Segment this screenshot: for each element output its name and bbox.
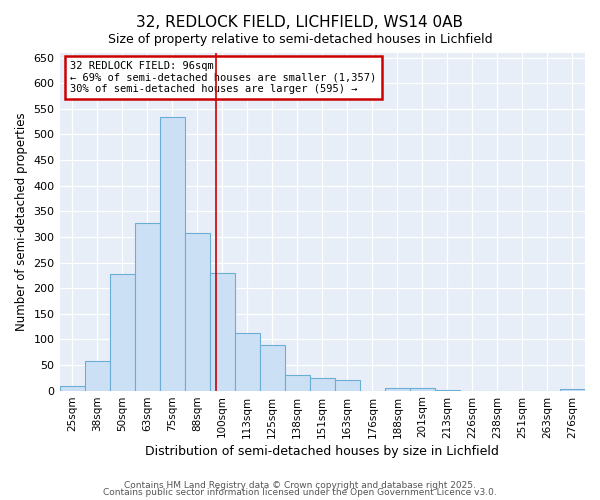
Bar [285,375,310,390]
Text: Size of property relative to semi-detached houses in Lichfield: Size of property relative to semi-detach… [107,32,493,46]
Bar [134,222,160,390]
Bar [560,389,585,390]
Bar [185,233,209,390]
Text: 32, REDLOCK FIELD, LICHFIELD, WS14 0AB: 32, REDLOCK FIELD, LICHFIELD, WS14 0AB [137,15,464,30]
Bar [160,116,185,390]
Bar [335,380,360,390]
Bar [110,274,134,390]
Text: 32 REDLOCK FIELD: 96sqm
← 69% of semi-detached houses are smaller (1,357)
30% of: 32 REDLOCK FIELD: 96sqm ← 69% of semi-de… [70,61,376,94]
Text: Contains public sector information licensed under the Open Government Licence v3: Contains public sector information licen… [103,488,497,497]
Bar [310,378,335,390]
Bar [209,273,235,390]
Y-axis label: Number of semi-detached properties: Number of semi-detached properties [15,112,28,331]
Bar [410,388,435,390]
Bar [260,346,285,391]
X-axis label: Distribution of semi-detached houses by size in Lichfield: Distribution of semi-detached houses by … [145,444,499,458]
Bar [85,361,110,390]
Bar [59,386,85,390]
Bar [235,332,260,390]
Bar [385,388,410,390]
Text: Contains HM Land Registry data © Crown copyright and database right 2025.: Contains HM Land Registry data © Crown c… [124,480,476,490]
